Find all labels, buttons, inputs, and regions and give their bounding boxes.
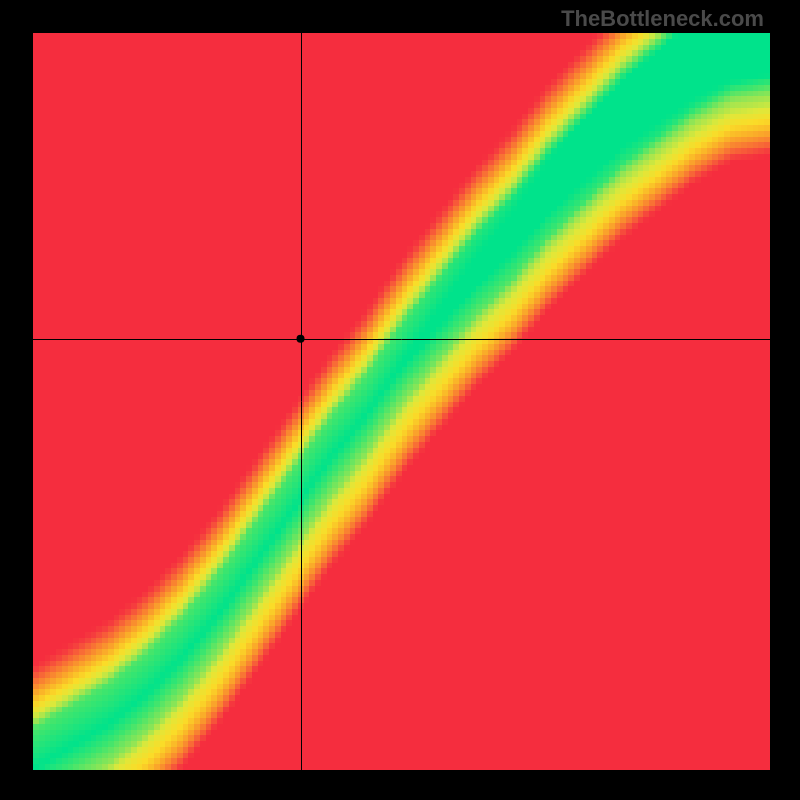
bottleneck-heatmap [33,33,770,770]
chart-container: TheBottleneck.com [0,0,800,800]
watermark-text: TheBottleneck.com [561,6,764,32]
